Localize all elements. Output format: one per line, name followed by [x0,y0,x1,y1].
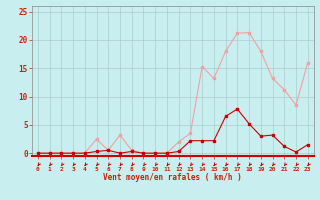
X-axis label: Vent moyen/en rafales ( km/h ): Vent moyen/en rafales ( km/h ) [103,174,242,182]
